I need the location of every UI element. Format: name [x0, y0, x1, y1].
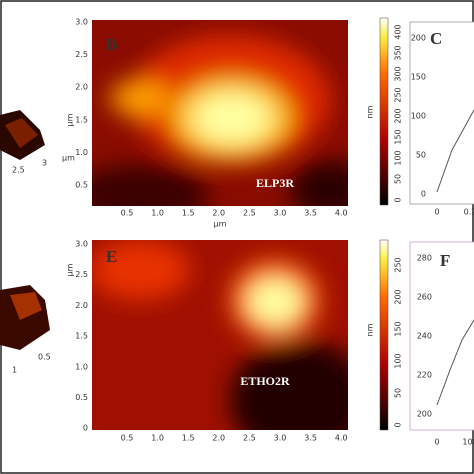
y-tick-label: 2.0 [75, 83, 88, 92]
y-tick-label: 260 [417, 293, 432, 302]
colorbar [379, 239, 389, 431]
y-tick-label: 240 [417, 332, 432, 341]
colorbar-tick-label: 200 [394, 289, 403, 304]
y-tick-label: 150 [411, 73, 426, 82]
colorbar-tick-label: 0 [394, 422, 403, 427]
y-tick-label: 1.0 [75, 148, 88, 157]
x-tick-label: 0 [434, 438, 439, 447]
y-tick-label: 220 [417, 371, 432, 380]
colorbar [379, 17, 389, 206]
colorbar-label: nm [366, 105, 375, 118]
tick-label: μm [62, 154, 75, 163]
x-tick-label: 3.5 [304, 209, 317, 218]
x-tick-label: 4.0 [335, 209, 348, 218]
axis-label: μm [214, 220, 227, 229]
colorbar-tick-label: 200 [394, 108, 403, 123]
y-tick-label: 3.0 [75, 240, 88, 249]
plot-frame [409, 241, 474, 431]
panel-label: F [440, 251, 450, 270]
x-tick-label: 3.0 [274, 434, 287, 443]
y-tick-label: 1.5 [75, 332, 88, 341]
plot-frame [409, 21, 474, 205]
y-tick-label: 280 [417, 254, 432, 263]
profile-line [436, 319, 474, 406]
colorbar-tick-label: 250 [394, 257, 403, 272]
colorbar-tick-label: 100 [394, 150, 403, 165]
x-tick-label: 0.5 [121, 209, 134, 218]
colorbar-tick-label: 50 [394, 174, 403, 184]
colorbar-tick-label: 300 [394, 66, 403, 81]
y-tick-label: 200 [417, 410, 432, 419]
x-tick-label: 3.0 [274, 209, 287, 218]
tick-label: 0.5 [38, 353, 51, 362]
y-tick-label: 2.5 [75, 270, 88, 279]
x-tick-label: 1.0 [151, 434, 164, 443]
x-tick-label: 4.0 [335, 434, 348, 443]
colorbar-tick-label: 150 [394, 321, 403, 336]
colorbar-tick-label: 350 [394, 45, 403, 60]
x-tick-label: 2.0 [212, 434, 225, 443]
x-tick-label: 2.5 [243, 209, 256, 218]
tick-label: 3 [42, 159, 47, 168]
heatmap [92, 240, 348, 430]
y-tick-label: 0.5 [75, 181, 88, 190]
axis-label: μm [66, 263, 75, 276]
y-tick-label: 0 [83, 424, 88, 433]
y-tick-label: 3.0 [75, 18, 88, 27]
colorbar-tick-label: 0 [394, 197, 403, 202]
y-tick-label: 1.5 [75, 115, 88, 124]
x-tick-label: 1.5 [182, 209, 195, 218]
tick-label: 1 [12, 366, 17, 375]
x-tick-label: 3.5 [304, 434, 317, 443]
profile-line [436, 109, 474, 193]
x-tick-label: 2.5 [243, 434, 256, 443]
surface-3d [5, 118, 38, 148]
y-tick-label: 0.5 [75, 393, 88, 402]
y-tick-label: 2.0 [75, 301, 88, 310]
panel-label: C [430, 29, 442, 48]
colorbar-tick-label: 150 [394, 129, 403, 144]
y-tick-label: 200 [411, 34, 426, 43]
x-tick-label: 2.0 [212, 209, 225, 218]
colorbar-tick-label: 400 [394, 24, 403, 39]
x-tick-label: 1.0 [151, 209, 164, 218]
colorbar-tick-label: 100 [394, 353, 403, 368]
x-tick-label: 0.2 [464, 208, 474, 217]
x-tick-label: 100 [462, 438, 474, 447]
axis-label: μm [66, 113, 75, 126]
y-tick-label: 2.5 [75, 50, 88, 59]
colorbar-label: nm [366, 323, 375, 336]
y-tick-label: 1.0 [75, 362, 88, 371]
heatmap [92, 20, 348, 206]
x-tick-label: 0 [434, 208, 439, 217]
y-tick-label: 0 [421, 190, 426, 199]
colorbar-tick-label: 50 [394, 388, 403, 398]
x-tick-label: 1.5 [182, 434, 195, 443]
colorbar-tick-label: 250 [394, 87, 403, 102]
panel-label: E [106, 247, 117, 266]
y-tick-label: 50 [416, 151, 426, 160]
panel-label: B [106, 35, 117, 54]
tick-label: 2.5 [12, 166, 25, 175]
sample-label: ETHO2R [240, 374, 290, 388]
sample-label: ELP3R [256, 176, 294, 190]
surface-3d [10, 292, 42, 320]
x-tick-label: 0.5 [121, 434, 134, 443]
y-tick-label: 100 [411, 112, 426, 121]
